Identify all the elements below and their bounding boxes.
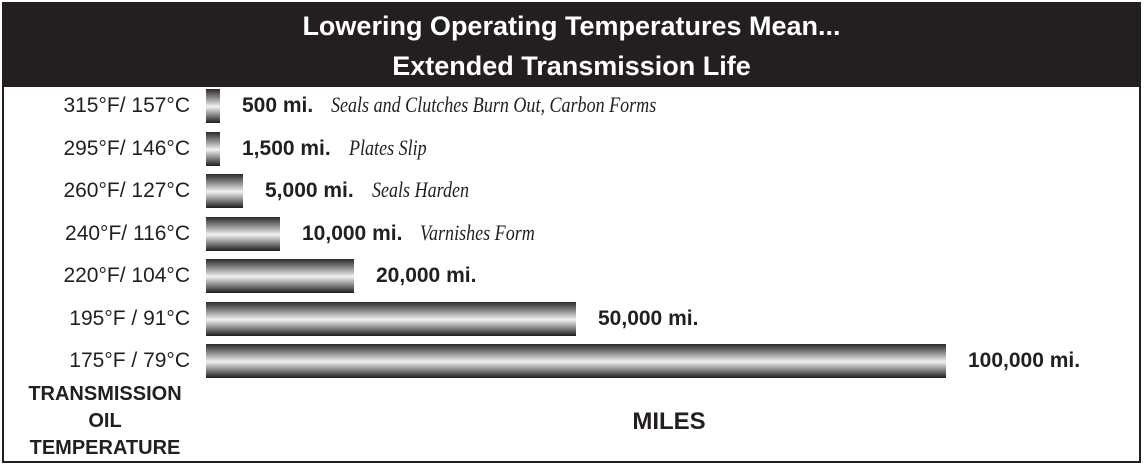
temperature-tick-label: 315°F/ 157°C bbox=[63, 94, 190, 117]
bar-annotation: Seals and Clutches Burn Out, Carbon Form… bbox=[331, 92, 657, 117]
bar-value-label: 5,000 mi. bbox=[265, 179, 354, 202]
bar bbox=[206, 174, 243, 208]
temperature-tick-label: 260°F/ 127°C bbox=[63, 179, 190, 202]
bar bbox=[206, 301, 576, 336]
x-axis-label: MILES bbox=[632, 408, 706, 435]
temperature-tick-label: 220°F/ 104°C bbox=[63, 264, 190, 287]
bar-value-label: 50,000 mi. bbox=[598, 306, 699, 330]
temperature-tick-label: 195°F / 91°C bbox=[69, 306, 190, 330]
temperature-tick-label: 240°F/ 116°C bbox=[65, 221, 190, 245]
bar-annotation: Seals Harden bbox=[372, 177, 470, 202]
bar-value-label: 20,000 mi. bbox=[376, 264, 477, 287]
temperature-tick-label: 175°F / 79°C bbox=[69, 349, 190, 372]
bar bbox=[206, 344, 946, 378]
chart-title: Lowering Operating Temperatures Mean... bbox=[302, 11, 841, 41]
chart-subtitle: Extended Transmission Life bbox=[392, 51, 751, 81]
bar-value-label: 500 mi. bbox=[242, 94, 314, 117]
y-axis-label-line: TRANSMISSION bbox=[28, 383, 182, 405]
y-axis-label-line: TEMPERATURE bbox=[29, 437, 181, 459]
bar bbox=[206, 89, 220, 123]
bar-annotation: Varnishes Form bbox=[420, 219, 535, 245]
bar-value-label: 100,000 mi. bbox=[968, 349, 1081, 372]
bar-value-label: 1,500 mi. bbox=[242, 136, 331, 160]
bar bbox=[206, 216, 280, 251]
bar bbox=[206, 259, 354, 293]
temperature-tick-label: 295°F/ 146°C bbox=[63, 136, 190, 160]
y-axis-label-line: OIL bbox=[88, 410, 122, 432]
bar bbox=[206, 131, 220, 166]
y-axis-label: TRANSMISSION OIL TEMPERATURE bbox=[20, 381, 190, 462]
chart-header: Lowering Operating Temperatures Mean... … bbox=[4, 4, 1139, 87]
bar-annotation: Plates Slip bbox=[349, 134, 427, 160]
bar-value-label: 10,000 mi. bbox=[302, 221, 403, 245]
